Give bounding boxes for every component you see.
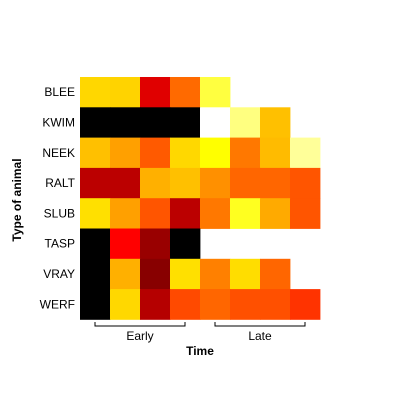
heatmap-cell-ralt-2 (110, 167, 141, 199)
heatmap-cell-werf-5 (200, 289, 231, 320)
heatmap-cell-slub-5 (200, 198, 231, 229)
row-label-tasp: TASP (45, 237, 75, 251)
group-bracket-late (214, 322, 306, 327)
group-bracket-early (94, 322, 186, 327)
heatmap-cell-werf-7 (260, 289, 291, 320)
heatmap-cell-kwim-7 (260, 107, 291, 138)
heatmap-cell-vray-4 (170, 258, 201, 290)
heatmap-cell-ralt-6 (230, 167, 261, 199)
heatmap-cell-neek-7 (260, 137, 291, 169)
heatmap-cell-ralt-1 (80, 167, 111, 199)
heatmap-cell-neek-4 (170, 137, 201, 169)
heatmap-cell-ralt-4 (170, 167, 201, 199)
group-label-early: Early (126, 329, 153, 343)
heatmap-cell-neek-3 (140, 137, 171, 169)
heatmap-cell-neek-5 (200, 137, 231, 169)
heatmap-cell-neek-8 (290, 137, 321, 169)
heatmap-cell-slub-8 (290, 198, 321, 229)
y-axis-title: Type of animal (10, 158, 24, 241)
heatmap-cell-kwim-5 (200, 107, 231, 138)
heatmap-cell-vray-3 (140, 258, 171, 290)
group-label-late: Late (248, 329, 272, 343)
heatmap-cell-tasp-3 (140, 228, 171, 260)
heatmap-cell-slub-1 (80, 198, 111, 229)
heatmap-cell-vray-7 (260, 258, 291, 290)
heatmap-cell-ralt-3 (140, 167, 171, 199)
row-label-kwim: KWIM (42, 115, 75, 129)
heatmap-cell-ralt-7 (260, 167, 291, 199)
heatmap-cell-werf-6 (230, 289, 261, 320)
row-label-ralt: RALT (45, 176, 75, 190)
heatmap-cell-tasp-2 (110, 228, 141, 260)
heatmap-cell-tasp-1 (80, 228, 111, 260)
heatmap-cell-werf-8 (290, 289, 321, 320)
heatmap-cell-kwim-3 (140, 107, 171, 138)
heatmap-cell-slub-6 (230, 198, 261, 229)
heatmap-cells (80, 77, 321, 320)
row-labels: BLEE KWIM NEEK RALT SLUB TASP VRAY WERF (40, 85, 76, 311)
x-axis-title: Time (186, 344, 214, 358)
heatmap-cell-neek-2 (110, 137, 141, 169)
heatmap-cell-blee-3 (140, 77, 171, 108)
heatmap-cell-slub-4 (170, 198, 201, 229)
heatmap-cell-kwim-6 (230, 107, 261, 138)
heatmap-cell-vray-2 (110, 258, 141, 290)
heatmap-cell-blee-2 (110, 77, 141, 108)
row-label-werf: WERF (40, 297, 75, 311)
heatmap-cell-ralt-5 (200, 167, 231, 199)
heatmap-cell-blee-5 (200, 77, 231, 108)
heatmap-cell-kwim-2 (110, 107, 141, 138)
heatmap-cell-vray-6 (230, 258, 261, 290)
heatmap-cell-blee-1 (80, 77, 111, 108)
heatmap-cell-slub-2 (110, 198, 141, 229)
heatmap-cell-neek-1 (80, 137, 111, 169)
row-label-blee: BLEE (44, 85, 75, 99)
heatmap-cell-kwim-4 (170, 107, 201, 138)
row-label-slub: SLUB (44, 206, 75, 220)
heatmap-cell-neek-6 (230, 137, 261, 169)
heatmap-cell-blee-4 (170, 77, 201, 108)
heatmap-cell-ralt-8 (290, 167, 321, 199)
heatmap-cell-werf-2 (110, 289, 141, 320)
x-axis-groups: Early Late (94, 322, 306, 343)
heatmap-cell-tasp-4 (170, 228, 201, 260)
row-label-vray: VRAY (43, 267, 75, 281)
heatmap-cell-slub-3 (140, 198, 171, 229)
row-label-neek: NEEK (42, 146, 75, 160)
heatmap-cell-werf-4 (170, 289, 201, 320)
heatmap-cell-kwim-1 (80, 107, 111, 138)
heatmap-cell-vray-5 (200, 258, 231, 290)
heatmap-cell-vray-1 (80, 258, 111, 290)
heatmap-cell-werf-1 (80, 289, 111, 320)
heatmap-cell-werf-3 (140, 289, 171, 320)
heatmap-cell-slub-7 (260, 198, 291, 229)
